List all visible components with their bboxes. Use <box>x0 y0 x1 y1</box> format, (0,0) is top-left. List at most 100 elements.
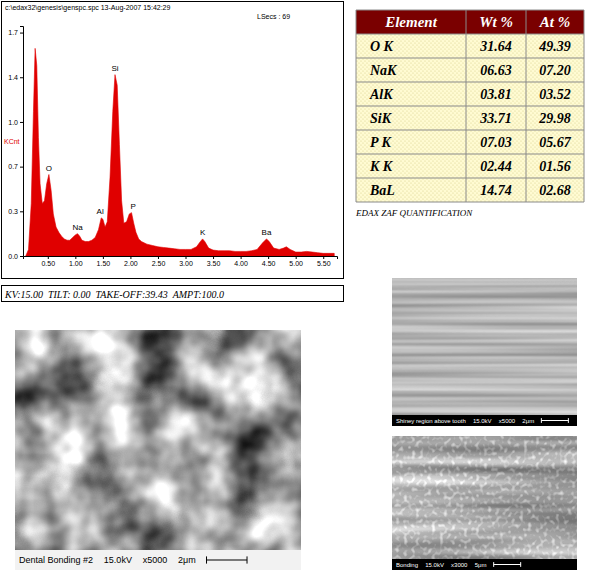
table-cell: 05.67 <box>539 135 572 150</box>
micrograph-image <box>392 278 577 426</box>
table-cell: 14.74 <box>480 183 512 198</box>
spectrum-area <box>26 48 334 256</box>
tick-mark <box>268 256 269 259</box>
tick-label: 0.50 <box>41 260 55 267</box>
caption-text: x5000 <box>143 555 168 565</box>
tick-mark <box>48 256 49 259</box>
peak-label: Ba <box>262 228 272 237</box>
tick-label: 1.0 <box>8 119 18 126</box>
spectrum-subtitle: LSecs : 69 <box>257 13 290 20</box>
caption-bar <box>392 559 577 570</box>
tick-label: 3.50 <box>207 260 221 267</box>
caption-text: 15.0kV <box>104 555 132 565</box>
caption-bar <box>392 415 577 426</box>
table-cell: 06.63 <box>480 63 512 78</box>
tick: 0.0 <box>8 253 23 260</box>
peak-label: P <box>131 202 136 211</box>
tick-label: 2.50 <box>152 260 166 267</box>
peak-label: Al <box>97 207 104 216</box>
caption-text: 5μm <box>475 562 487 568</box>
tick: 0.7 <box>8 163 23 170</box>
tick-label: 5.00 <box>289 260 303 267</box>
table-cell: 33.71 <box>479 111 512 126</box>
table-header: Wt % <box>479 14 513 30</box>
table-caption: EDAX ZAF QUANTIFICATION <box>355 208 473 218</box>
tick-label: 2.00 <box>124 260 138 267</box>
scale-bar-end <box>493 562 494 567</box>
table-cell: 31.64 <box>479 39 512 54</box>
tick-label: 4.50 <box>262 260 276 267</box>
table-rule <box>526 10 527 202</box>
caption-text: Dental Bonding #2 <box>19 555 93 565</box>
scale-bar <box>494 564 521 565</box>
tick: 5.00 <box>289 256 303 267</box>
table-header-bg <box>356 10 584 34</box>
table-cell: P K <box>370 135 393 150</box>
tick: 0.50 <box>41 256 55 267</box>
tick: 1.4 <box>8 74 23 81</box>
table-rule <box>356 58 584 59</box>
caption-text: 2μm <box>178 555 196 565</box>
table-cell: BaL <box>369 183 395 198</box>
caption-text: 15.0kV <box>473 418 492 424</box>
caption-text: Shiney region above tooth <box>396 418 466 424</box>
figure: c:\edax32\genesis\genspc.spc 13-Aug-2007… <box>0 0 594 577</box>
tick-mark <box>130 256 131 259</box>
table-cell: 03.52 <box>539 87 571 102</box>
tick: 3.50 <box>207 256 221 267</box>
tick-mark <box>213 256 214 259</box>
x-axis: 0.501.001.502.002.503.003.504.004.505.00… <box>24 256 338 267</box>
tick-label: 1.50 <box>97 260 111 267</box>
tick-mark <box>241 256 242 259</box>
micrograph-image <box>392 436 577 570</box>
tick-label: 1.00 <box>69 260 83 267</box>
peak-label: O <box>46 164 52 173</box>
scale-bar-end <box>206 556 207 563</box>
table-rule <box>356 34 584 35</box>
caption-bar <box>15 550 301 570</box>
tick: 1.00 <box>69 256 83 267</box>
tick-label: 1.7 <box>8 29 18 36</box>
tick: 4.50 <box>262 256 276 267</box>
table-cell: 03.81 <box>480 87 512 102</box>
tick-mark <box>20 77 23 78</box>
tick: 1.0 <box>8 119 23 126</box>
table-rule <box>466 10 467 202</box>
caption-text: x5000 <box>499 418 516 424</box>
tick-label: 1.4 <box>8 74 18 81</box>
table-cell: 07.20 <box>539 63 571 78</box>
table-header: Element <box>384 14 437 30</box>
tick-mark <box>20 211 23 212</box>
settings-text: KV:15.00 TILT: 0.00 TAKE-OFF:39.43 AMPT:… <box>4 289 224 300</box>
settings-frame <box>2 286 344 302</box>
table-cell: 02.44 <box>480 159 512 174</box>
table-cell: 02.68 <box>539 183 571 198</box>
tick-mark <box>20 256 23 257</box>
y-axis-title: KCnt <box>4 138 20 145</box>
quant-table: ElementWt %At %O K31.6449.39NaK06.6307.2… <box>356 10 584 202</box>
table-cell: 01.56 <box>539 159 571 174</box>
tick: 1.50 <box>97 256 111 267</box>
table-rule <box>584 10 585 202</box>
tick-mark <box>296 256 297 259</box>
plot-marks <box>26 48 334 256</box>
tick-mark <box>158 256 159 259</box>
tick: 3.00 <box>179 256 193 267</box>
tick-mark <box>20 167 23 168</box>
table-cell: SiK <box>370 111 393 126</box>
tick: 5.50 <box>317 256 331 267</box>
caption-text: Bonding <box>396 562 418 568</box>
tick: 2.50 <box>152 256 166 267</box>
table-cell: NaK <box>369 63 398 78</box>
micrograph: Dental Bonding #2 15.0kV x5000 2μm <box>15 330 301 570</box>
peak-labels: ONaAlSiPKBa <box>46 64 272 237</box>
caption-text: x3000 <box>451 562 468 568</box>
table-rule <box>356 10 357 202</box>
scale-bar-end <box>520 562 521 567</box>
spectrum-frame <box>2 2 344 279</box>
micrograph: Bonding15.0kVx30005μm <box>392 436 577 570</box>
micrograph-image <box>15 330 301 570</box>
scale-bar-end <box>541 418 542 423</box>
tick: 0.3 <box>8 208 23 215</box>
tick-mark <box>75 256 76 259</box>
